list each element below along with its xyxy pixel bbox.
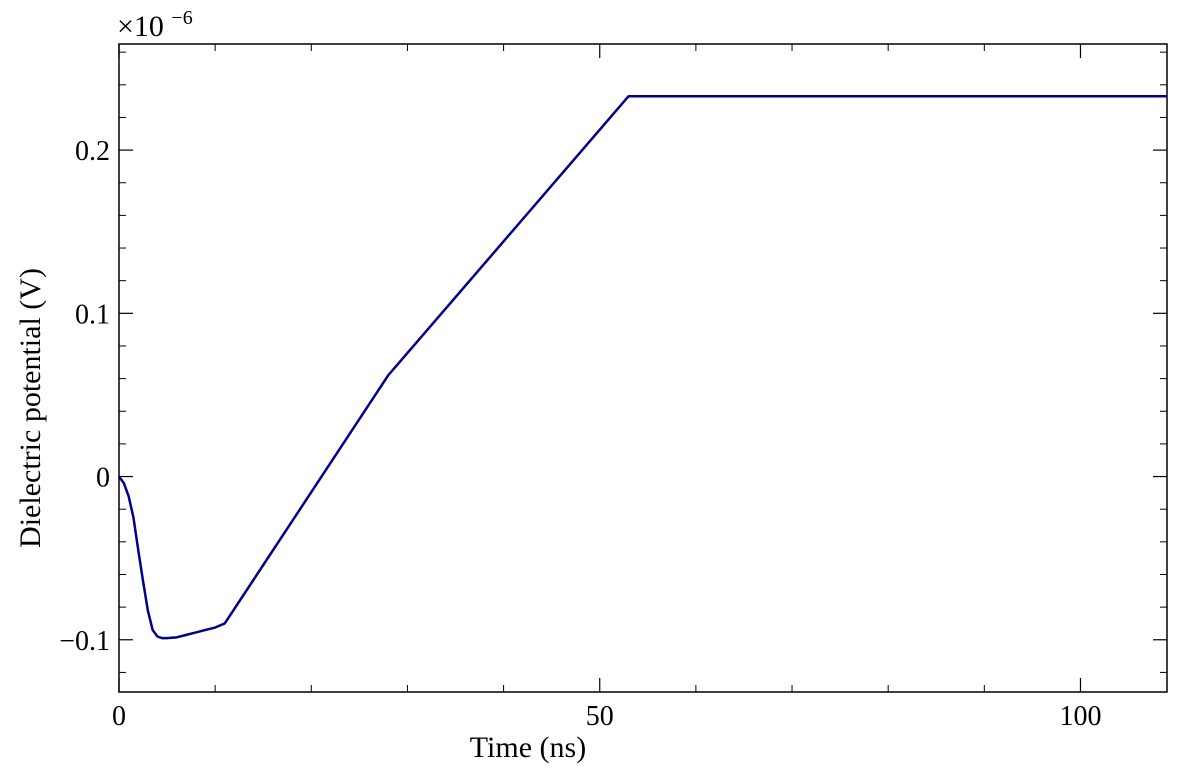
y-multiplier-exponent: −6 <box>171 7 192 29</box>
y-tick-labels: −0.1 0 0.1 0.2 <box>59 136 110 657</box>
x-tick-label: 100 <box>1059 701 1101 732</box>
plot-frame <box>118 43 1168 693</box>
y-axis-label: Dielectric potential (V) <box>14 268 47 548</box>
x-tick-label: 0 <box>112 701 126 732</box>
series-line <box>117 94 1167 640</box>
y-tick-label: 0 <box>96 463 110 494</box>
y-tick-label: 0.1 <box>75 299 110 330</box>
major-ticks <box>118 44 1167 692</box>
series-layer <box>117 94 1167 640</box>
y-multiplier-label: ×10 −6 <box>117 7 193 43</box>
x-axis-label: Time (ns) <box>470 731 586 764</box>
y-tick-label: 0.2 <box>75 136 110 167</box>
minor-ticks <box>119 44 1167 692</box>
y-multiplier-base: ×10 <box>117 10 164 43</box>
x-tick-label: 50 <box>586 701 614 732</box>
y-tick-label: −0.1 <box>59 626 110 657</box>
x-tick-labels: 0 50 100 <box>112 701 1101 732</box>
